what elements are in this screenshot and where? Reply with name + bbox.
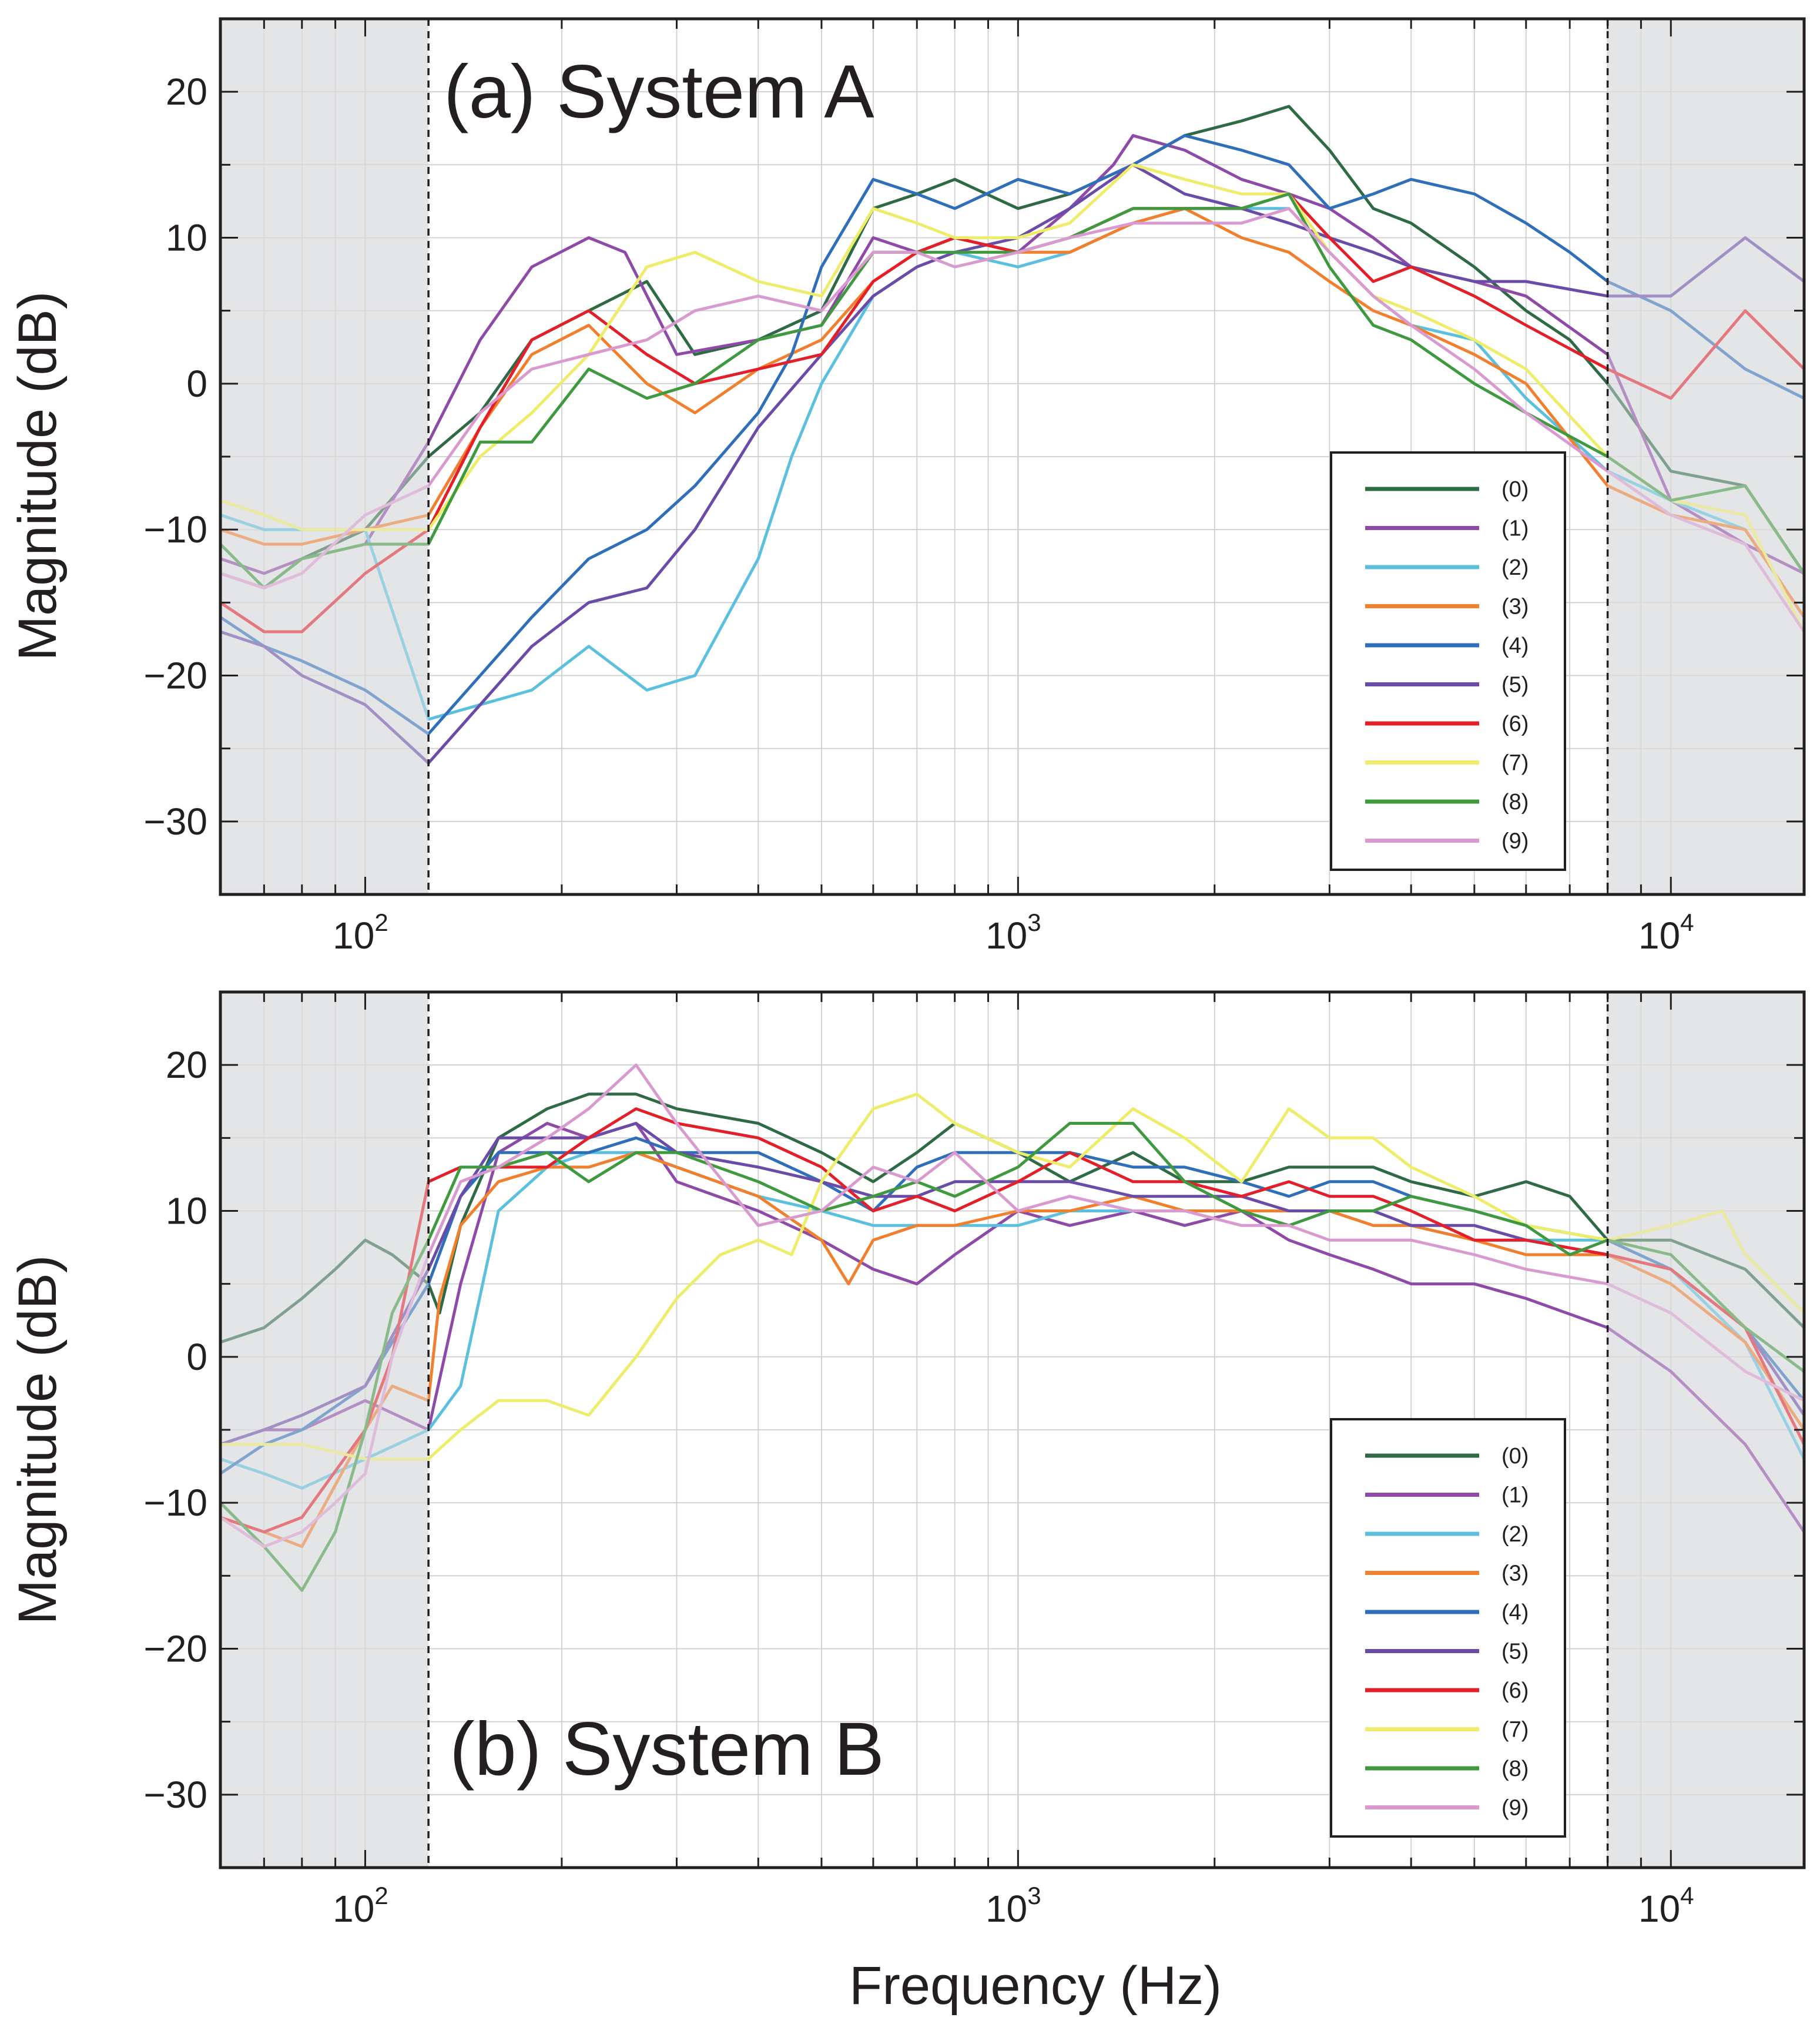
x-tick-label: 102 <box>333 909 388 957</box>
series-line-6 <box>220 192 1804 634</box>
series-line-4 <box>220 134 1804 736</box>
legend-label-3: (3) <box>1501 595 1529 619</box>
shade-overlay-high <box>1607 19 1804 894</box>
panel-title-b: (b) System B <box>450 1707 884 1791</box>
shade-overlay-high <box>1607 992 1804 1868</box>
series-line-1 <box>220 1122 1804 1534</box>
series-line-7 <box>220 1092 1804 1461</box>
legend-label-9: (9) <box>1501 829 1529 854</box>
y-tick-label: 0 <box>186 363 207 405</box>
x-tick-label: 102 <box>333 1882 388 1930</box>
y-tick-label: −20 <box>143 1628 207 1670</box>
y-tick-label: −10 <box>143 508 207 551</box>
series-line-8 <box>220 1122 1804 1592</box>
y-axis-title-b: Magnitude (dB) <box>8 1255 68 1625</box>
legend-box <box>1330 451 1566 871</box>
legend-label-3: (3) <box>1501 1561 1529 1586</box>
shade-overlay-low <box>220 19 429 894</box>
series-group <box>220 105 1804 765</box>
x-axis-title: Frequency (Hz) <box>849 1956 1222 2016</box>
legend-label-8: (8) <box>1501 1757 1529 1781</box>
y-tick-label: −10 <box>143 1482 207 1524</box>
x-tick-label: 104 <box>1638 909 1694 957</box>
legend-label-5: (5) <box>1501 1640 1529 1664</box>
legend-label-1: (1) <box>1501 517 1529 541</box>
y-tick-label: 20 <box>166 1044 207 1086</box>
legend-label-2: (2) <box>1501 555 1529 580</box>
y-tick-label: 10 <box>166 1190 207 1232</box>
y-tick-label: 0 <box>186 1336 207 1378</box>
legend-label-2: (2) <box>1501 1522 1529 1547</box>
legend-label-5: (5) <box>1501 673 1529 698</box>
panel-system-a: 20 10 0 −10 −20 −30 102 103 104 (a) System A (0) (1… <box>143 17 1806 957</box>
shade-overlay-low <box>220 992 429 1868</box>
y-tick-label: −30 <box>143 800 207 843</box>
series-line-0 <box>220 1092 1804 1344</box>
legend-label-0: (0) <box>1501 477 1529 502</box>
y-tick-label: 20 <box>166 71 207 113</box>
legend: (0) (1) (2) (3) (4) (5) (6) (7) (8) (9) <box>1330 451 1566 871</box>
legend-label-0: (0) <box>1501 1444 1529 1469</box>
x-tick-label: 103 <box>986 1882 1041 1930</box>
series-line-8 <box>220 192 1804 589</box>
series-line-6 <box>220 1107 1804 1534</box>
series-line-3 <box>220 1151 1804 1549</box>
series-group <box>220 1063 1804 1592</box>
legend-label-6: (6) <box>1501 712 1529 736</box>
legend-label-4: (4) <box>1501 634 1529 658</box>
legend-label-6: (6) <box>1501 1678 1529 1703</box>
x-tick-label: 103 <box>986 909 1041 957</box>
legend-label-9: (9) <box>1501 1796 1529 1821</box>
legend-label-7: (7) <box>1501 751 1529 776</box>
panel-system-b: 20 10 0 −10 −20 −30 102 103 104 (b) System B (0) (1… <box>143 990 1806 1930</box>
legend: (0) (1) (2) (3) (4) (5) (6) (7) (8) (9) <box>1330 1418 1566 1838</box>
legend-label-1: (1) <box>1501 1483 1529 1508</box>
series-line-5 <box>220 1122 1804 1446</box>
y-tick-label: −30 <box>143 1774 207 1816</box>
y-tick-label: 10 <box>166 217 207 259</box>
legend-box <box>1330 1418 1566 1838</box>
series-line-7 <box>220 163 1804 634</box>
legend-label-7: (7) <box>1501 1718 1529 1742</box>
y-axis-title-a: Magnitude (dB) <box>8 291 68 661</box>
legend-label-8: (8) <box>1501 790 1529 815</box>
legend-label-4: (4) <box>1501 1600 1529 1625</box>
y-tick-label: −20 <box>143 655 207 697</box>
panel-title-a: (a) System A <box>444 50 874 134</box>
series-line-9 <box>220 1063 1804 1549</box>
series-line-9 <box>220 207 1804 634</box>
x-tick-label: 104 <box>1638 1882 1694 1930</box>
